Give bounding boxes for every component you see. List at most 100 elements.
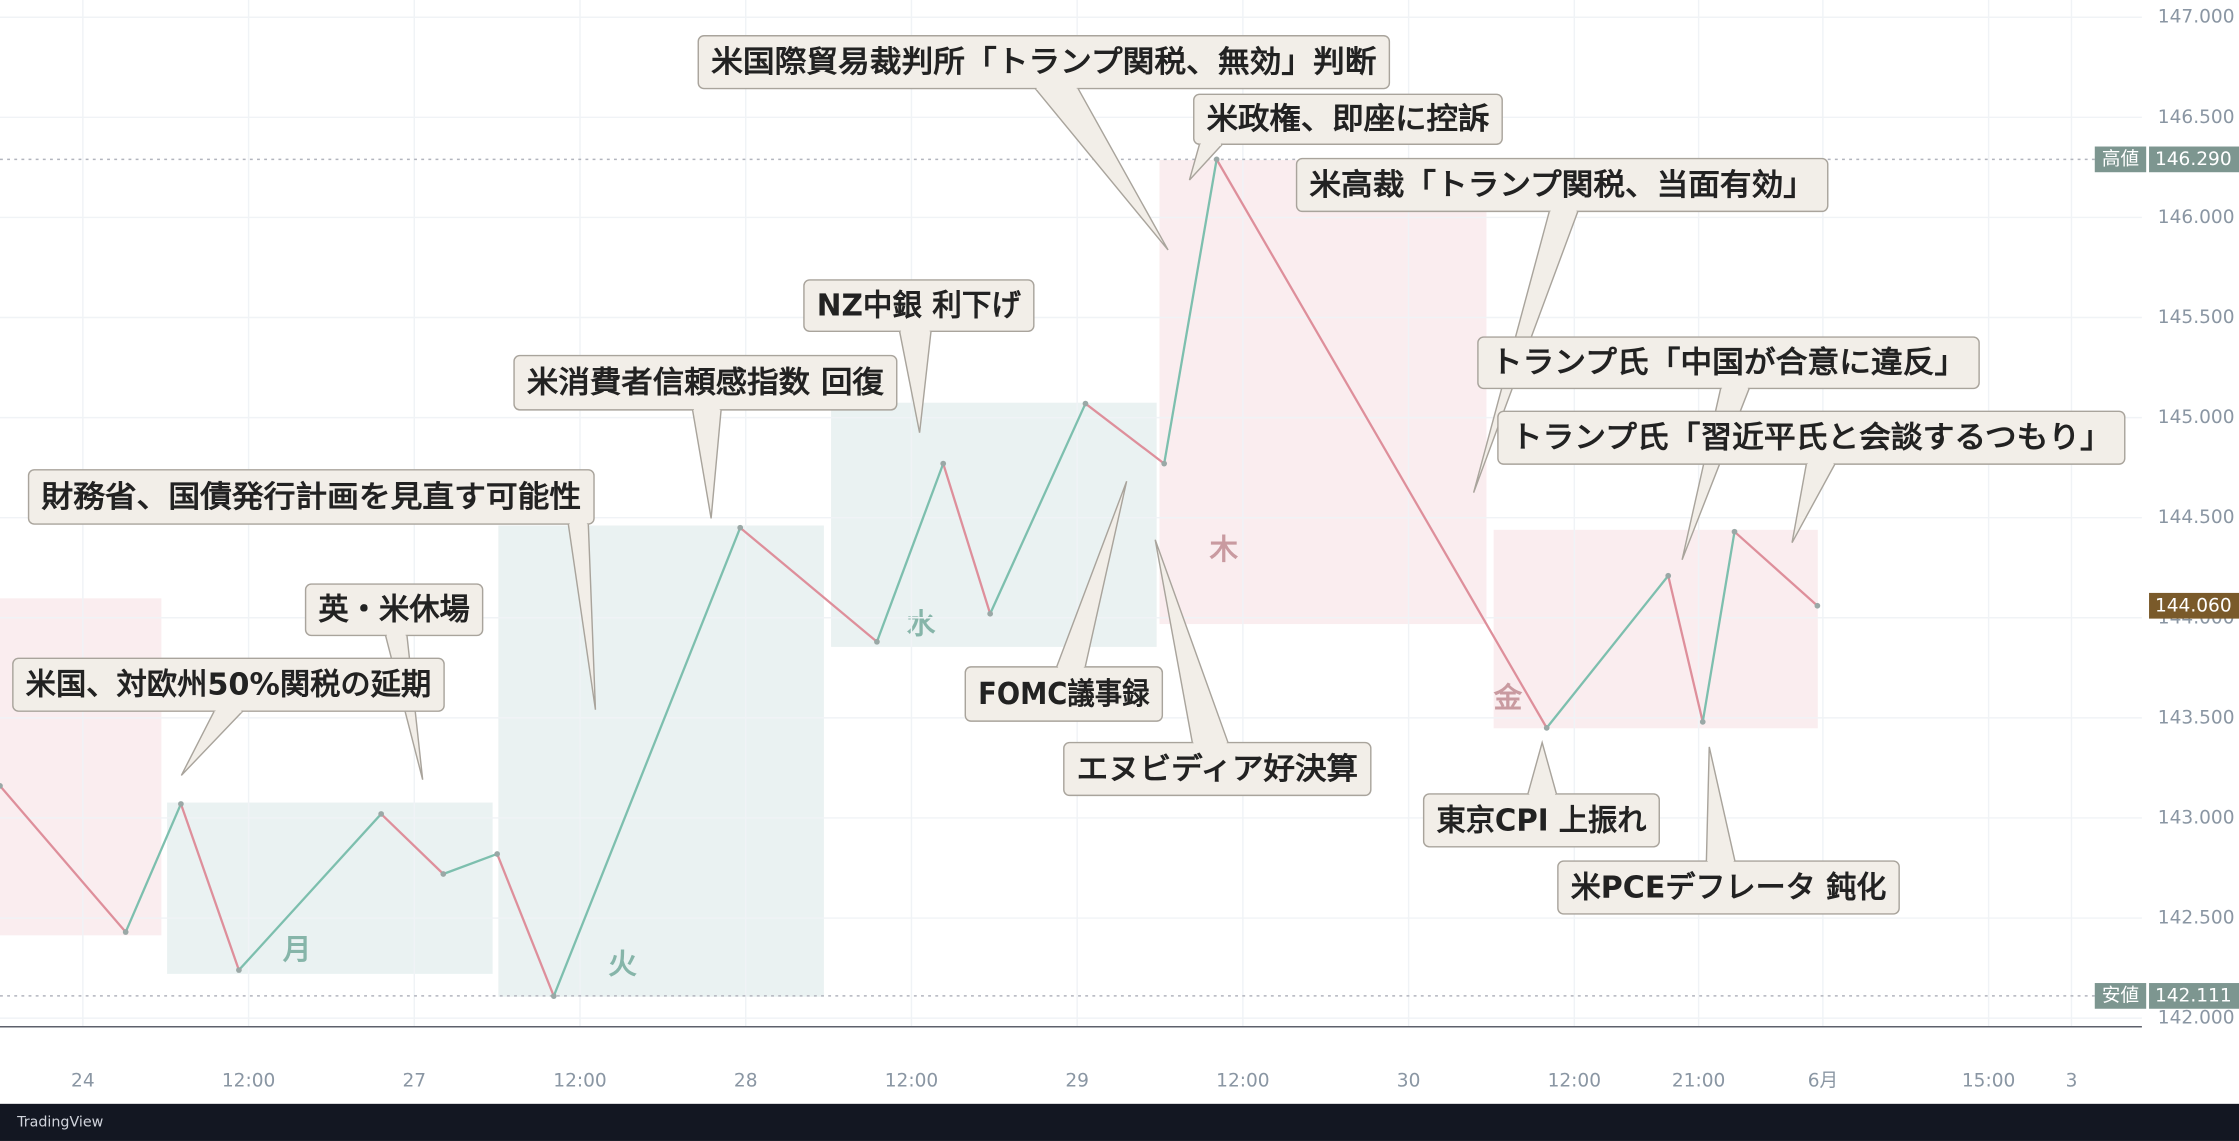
low-tag-label: 安値 <box>2102 985 2139 1006</box>
callout-pointer <box>1527 739 1558 795</box>
y-tick-label: 145.000 <box>2158 407 2235 428</box>
callout-pointer <box>1188 143 1223 181</box>
callout-pointer <box>1705 746 1736 862</box>
day-box <box>0 598 162 936</box>
y-tick-label: 143.000 <box>2158 807 2235 828</box>
price-point <box>236 967 242 973</box>
x-tick-label: 24 <box>71 1070 95 1091</box>
low-value-label: 142.111 <box>2155 985 2232 1006</box>
callout-box <box>27 469 595 525</box>
price-point <box>1731 528 1738 535</box>
x-tick-label: 12:00 <box>553 1070 606 1091</box>
price-segment <box>875 463 945 643</box>
x-tick-label: 3 <box>2066 1070 2078 1091</box>
callout-pointer <box>1056 481 1128 668</box>
day-box <box>167 802 493 974</box>
x-tick-label: 29 <box>1065 1070 1089 1091</box>
callout-text: 財務省、国債発行計画を見直す可能性 <box>41 480 581 515</box>
x-tick-label: 12:00 <box>222 1070 275 1091</box>
price-point <box>1543 725 1550 731</box>
price-point <box>987 610 994 617</box>
price-point <box>0 783 3 789</box>
low-value-box <box>2149 983 2239 1009</box>
price-point <box>178 801 184 807</box>
price-segment <box>1733 530 1819 607</box>
price-segment <box>989 403 1087 615</box>
callout-pointer <box>1034 88 1169 251</box>
last-value-box <box>2149 592 2239 619</box>
y-tick-label: 145.500 <box>2158 307 2235 328</box>
low-tag-box <box>2094 983 2147 1009</box>
last-value-label: 144.060 <box>2155 595 2232 616</box>
price-point <box>440 871 447 877</box>
day-box <box>1159 159 1487 625</box>
day-label: 火 <box>608 946 637 980</box>
price-segment <box>1545 575 1670 729</box>
price-point <box>1814 602 1821 609</box>
price-segment <box>739 526 878 643</box>
callout-text: 米高裁「トランプ関税、当面有効」 <box>1309 168 1814 203</box>
x-tick-label: 12:00 <box>1216 1070 1269 1091</box>
price-point <box>1082 400 1089 407</box>
price-segment <box>179 803 240 971</box>
price-segment <box>124 803 182 933</box>
high-tag-label: 高値 <box>2102 149 2139 170</box>
x-tick-label: 12:00 <box>885 1070 938 1091</box>
x-tick-label: 12:00 <box>1548 1070 1601 1091</box>
footer-logo[interactable]: TradingView <box>16 1114 104 1130</box>
callout-text: 米国、対欧州50%関税の延期 <box>26 668 432 703</box>
x-tick-label: 15:00 <box>1962 1070 2015 1091</box>
price-point <box>1699 719 1706 725</box>
callout-text: 米消費者信頼感指数 回復 <box>527 366 885 401</box>
price-point <box>1213 156 1220 163</box>
callout-pointer <box>180 710 244 776</box>
price-point <box>494 851 501 857</box>
callout-text: 米政権、即座に控訴 <box>1207 102 1490 137</box>
y-tick-label: 142.000 <box>2158 1008 2235 1029</box>
callout-box <box>1193 93 1503 145</box>
price-segment <box>380 813 445 875</box>
day-box <box>1493 529 1818 729</box>
day-label: 金 <box>1493 681 1523 715</box>
day-label: 月 <box>282 932 312 966</box>
y-tick-label: 147.000 <box>2158 7 2235 28</box>
price-segment <box>942 463 992 615</box>
price-segment <box>238 813 382 971</box>
footer-bar <box>0 1103 2239 1141</box>
price-point <box>1161 460 1168 467</box>
price-segment <box>496 853 555 997</box>
x-tick-label: 27 <box>402 1070 426 1091</box>
price-segment <box>0 785 127 933</box>
callout-text: 英・米休場 <box>318 593 469 628</box>
callout-text: 米国際貿易裁判所「トランプ関税、無効」判断 <box>711 45 1376 80</box>
x-tick-label: 28 <box>734 1070 758 1091</box>
price-segment <box>1701 531 1736 723</box>
x-tick-label: 30 <box>1397 1070 1421 1091</box>
callout-text: エヌビディア好決算 <box>1077 752 1358 787</box>
price-point <box>1665 572 1672 579</box>
price-segment <box>552 527 742 997</box>
y-tick-label: 146.500 <box>2158 107 2235 128</box>
price-segment <box>442 852 498 876</box>
annotation-layer: 米国際貿易裁判所「トランプ関税、無効」判断米政権、即座に控訴米高裁「トランプ関税… <box>12 35 2126 915</box>
price-segment <box>1163 159 1218 464</box>
y-tick-label: 142.500 <box>2158 908 2235 929</box>
y-tick-label: 144.500 <box>2158 507 2235 528</box>
price-point <box>737 524 744 531</box>
callout-pointer <box>1154 539 1229 743</box>
price-point <box>122 929 129 935</box>
callout-text: FOMC議事録 <box>978 677 1150 712</box>
price-segment <box>1215 158 1548 729</box>
day-box <box>498 525 824 997</box>
y-tick-label: 146.000 <box>2158 207 2235 228</box>
price-point <box>378 811 385 817</box>
high-tag-box <box>2094 146 2147 173</box>
price-segment <box>1084 402 1165 465</box>
day-label: 木 <box>1208 532 1238 566</box>
callout-text: トランプ氏「習近平氏と会談するつもり」 <box>1511 421 2112 456</box>
x-tick-label: 21:00 <box>1672 1070 1725 1091</box>
x-tick-label: 6月 <box>1808 1070 1838 1091</box>
y-tick-label: 143.500 <box>2158 707 2235 728</box>
